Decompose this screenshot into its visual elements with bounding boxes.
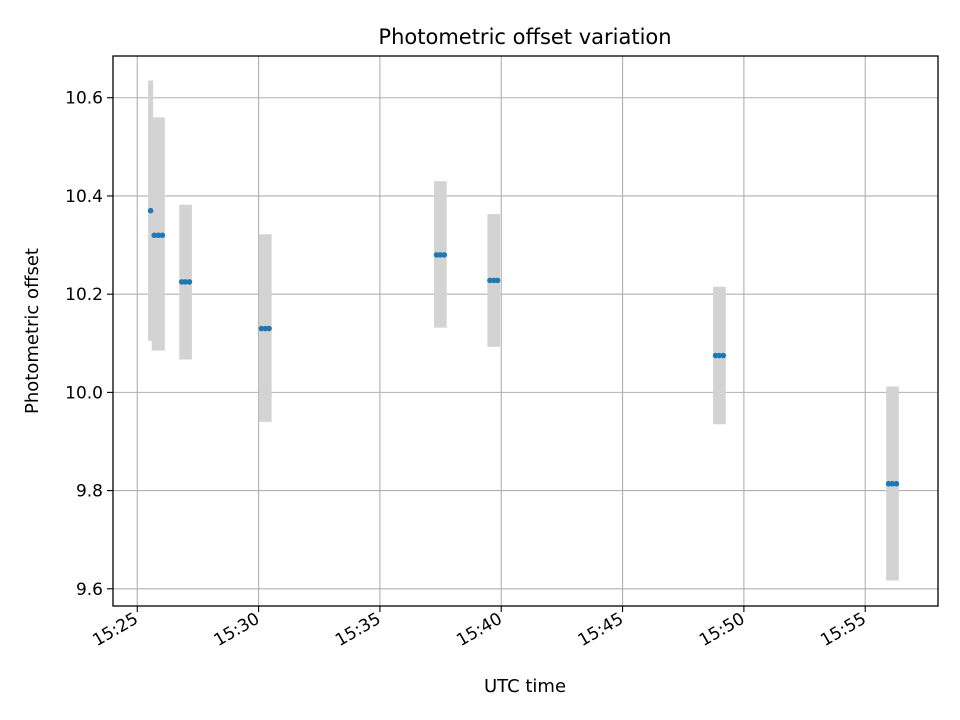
data-point: [893, 480, 900, 487]
data-point: [186, 279, 193, 285]
grid-layer: [113, 56, 938, 606]
data-point: [182, 279, 189, 285]
data-point: [159, 232, 166, 239]
y-tick-label: 10.0: [65, 383, 103, 403]
data-point: [716, 352, 723, 359]
data-point: [487, 277, 493, 284]
y-axis-title: Photometric offset: [22, 248, 43, 414]
data-point: [720, 352, 727, 359]
x-axis-title: UTC time: [484, 676, 566, 697]
data-point-layer: [147, 207, 900, 487]
y-tick-label: 10.6: [65, 89, 103, 109]
data-point: [155, 232, 162, 239]
y-tick-label: 10.4: [65, 187, 103, 207]
axes-frame: [112, 55, 939, 607]
data-point: [494, 277, 501, 284]
data-point: [147, 207, 154, 214]
data-point: [889, 480, 896, 487]
y-tick-label: 10.2: [65, 285, 103, 305]
data-point: [258, 325, 265, 332]
y-tick-label: 9.6: [76, 580, 103, 600]
y-tick-label: 9.8: [76, 482, 103, 502]
data-point: [266, 325, 272, 332]
chart-title: Photometric offset variation: [378, 25, 671, 49]
data-point: [441, 252, 448, 258]
data-point: [151, 232, 158, 239]
data-point: [437, 252, 443, 258]
